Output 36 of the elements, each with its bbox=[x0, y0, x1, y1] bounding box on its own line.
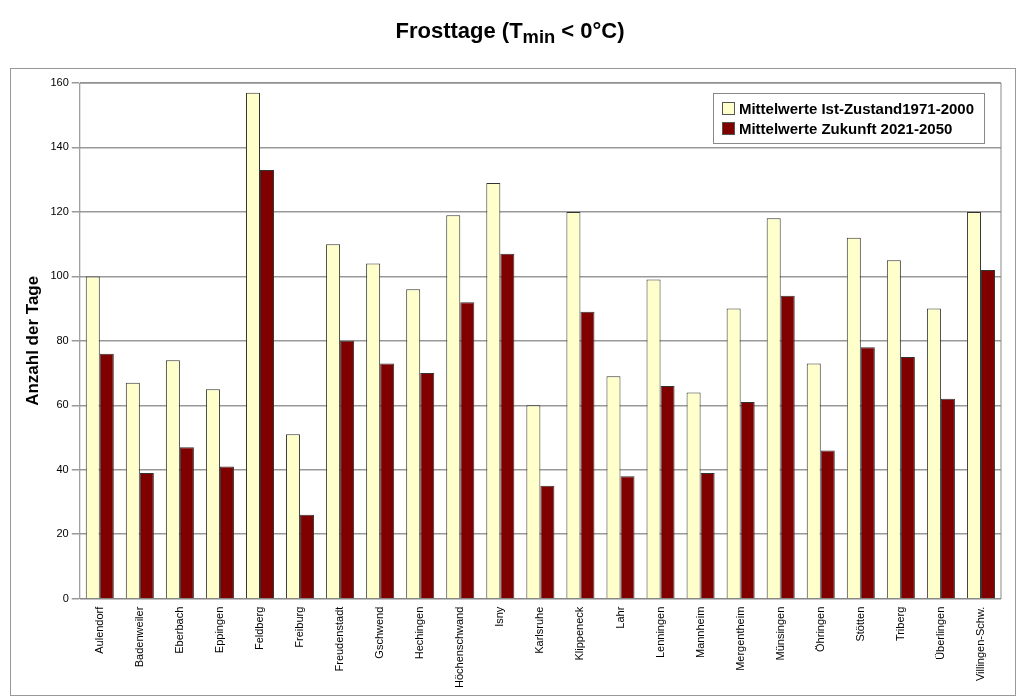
y-tick-label: 40 bbox=[56, 462, 69, 475]
x-tick-label: Eberbach bbox=[172, 606, 185, 654]
x-tick-label: Gschwend bbox=[373, 606, 386, 659]
chart-title: Frosttage (T$_{min}$ < 0°C) bbox=[394, 18, 626, 49]
legend-label: Mittelwerte Zukunft 2021-2050 bbox=[738, 120, 953, 137]
x-tick-label: Aulendorf bbox=[92, 605, 105, 654]
y-tick-label: 0 bbox=[62, 591, 69, 604]
x-tick-label: Münsingen bbox=[773, 606, 786, 661]
x-tick-label: Lenningen bbox=[653, 606, 666, 659]
y-tick-label: 80 bbox=[56, 333, 69, 346]
y-tick-label: 60 bbox=[56, 398, 69, 411]
x-tick-label: Klippeneck bbox=[573, 606, 586, 661]
x-tick-label: Überlingen bbox=[933, 606, 946, 660]
y-tick-label: 100 bbox=[50, 269, 69, 282]
x-tick-label: Triberg bbox=[893, 606, 906, 642]
x-tick-label: Lahr bbox=[613, 606, 626, 629]
legend-label: Mittelwerte Ist-Zustand1971-2000 bbox=[738, 100, 974, 117]
x-tick-label: Villingen-Schw. bbox=[974, 606, 986, 682]
x-tick-label: Mergentheim bbox=[733, 606, 746, 671]
x-tick-label: Freudenstadt bbox=[333, 606, 346, 672]
x-tick-label: Karlsruhe bbox=[533, 606, 546, 654]
x-tick-label: Eppingen bbox=[212, 606, 225, 654]
x-tick-label: Höchenschwand bbox=[453, 606, 466, 689]
x-tick-label: Isny bbox=[493, 606, 506, 627]
x-tick-label: Feldberg bbox=[253, 606, 266, 651]
y-tick-label: 120 bbox=[50, 204, 69, 217]
x-tick-label: Öhringen bbox=[813, 606, 826, 652]
y-tick-label: 140 bbox=[50, 140, 69, 153]
x-tick-label: Mannheim bbox=[693, 606, 706, 659]
x-tick-label: Freiburg bbox=[293, 606, 306, 648]
y-tick-label: 20 bbox=[56, 527, 69, 540]
y-axis-title: Anzahl der Tage bbox=[22, 275, 42, 406]
x-tick-label: Stötten bbox=[853, 606, 866, 642]
x-tick-label: Badenweiler bbox=[132, 606, 145, 668]
y-tick-label: 160 bbox=[50, 76, 69, 89]
x-tick-label: Hechingen bbox=[413, 606, 426, 660]
